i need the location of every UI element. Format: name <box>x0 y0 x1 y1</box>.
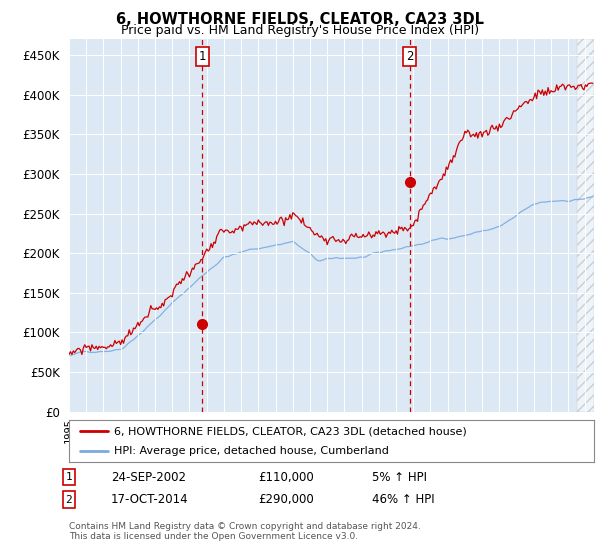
Text: 2: 2 <box>65 494 73 505</box>
Text: 24-SEP-2002: 24-SEP-2002 <box>111 470 186 484</box>
Text: 46% ↑ HPI: 46% ↑ HPI <box>372 493 434 506</box>
Text: 17-OCT-2014: 17-OCT-2014 <box>111 493 188 506</box>
Text: Contains HM Land Registry data © Crown copyright and database right 2024.
This d: Contains HM Land Registry data © Crown c… <box>69 522 421 542</box>
Text: £110,000: £110,000 <box>258 470 314 484</box>
Text: 6, HOWTHORNE FIELDS, CLEATOR, CA23 3DL (detached house): 6, HOWTHORNE FIELDS, CLEATOR, CA23 3DL (… <box>113 426 466 436</box>
Text: £290,000: £290,000 <box>258 493 314 506</box>
Text: 2: 2 <box>406 50 413 63</box>
Text: 6, HOWTHORNE FIELDS, CLEATOR, CA23 3DL: 6, HOWTHORNE FIELDS, CLEATOR, CA23 3DL <box>116 12 484 27</box>
Text: 1: 1 <box>199 50 206 63</box>
Text: HPI: Average price, detached house, Cumberland: HPI: Average price, detached house, Cumb… <box>113 446 389 456</box>
Text: Price paid vs. HM Land Registry's House Price Index (HPI): Price paid vs. HM Land Registry's House … <box>121 24 479 37</box>
Text: 5% ↑ HPI: 5% ↑ HPI <box>372 470 427 484</box>
Text: 1: 1 <box>65 472 73 482</box>
